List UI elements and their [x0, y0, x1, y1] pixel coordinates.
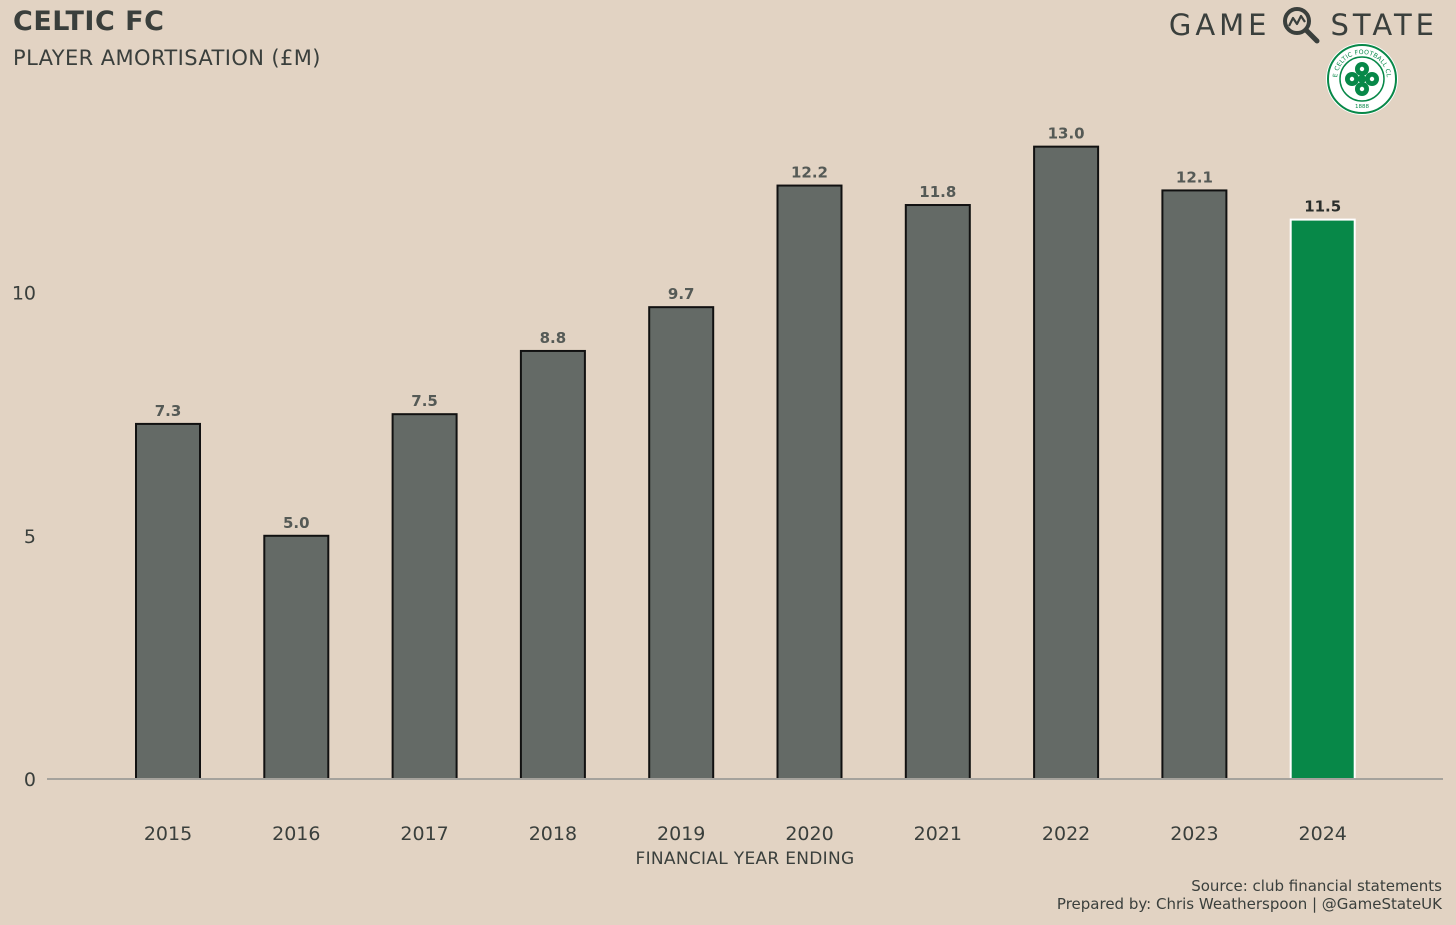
bar-2015 [135, 422, 201, 780]
data-label-2018: 8.8 [540, 329, 567, 347]
bar-2018 [519, 349, 586, 780]
y-tick-label-5: 5 [24, 526, 36, 548]
celtic-crest-icon: THE CELTIC FOOTBALL CLUB 1888 [1325, 42, 1398, 115]
x-tick-label-2021: 2021 [914, 823, 962, 845]
brand-word-right: STATE [1330, 8, 1438, 42]
data-label-2016: 5.0 [283, 514, 310, 532]
prepared-by-note: Prepared by: Chris Weatherspoon | @GameS… [1056, 895, 1442, 913]
bar-2019 [648, 306, 715, 780]
x-tick-label-2020: 2020 [785, 823, 833, 845]
y-tick-label-10: 10 [12, 283, 36, 305]
data-label-2021: 11.8 [919, 183, 956, 201]
x-tick-label-2015: 2015 [144, 823, 192, 845]
x-tick-label-2022: 2022 [1042, 823, 1090, 845]
page-subtitle: PLAYER AMORTISATION (£M) [13, 46, 321, 70]
x-tick-label-2017: 2017 [400, 823, 448, 845]
x-tick-label-2016: 2016 [272, 823, 320, 845]
brand-logo: GAME STATE [1168, 7, 1438, 44]
data-label-2015: 7.3 [155, 402, 182, 420]
data-label-2022: 13.0 [1048, 125, 1085, 143]
bar-2024 [1289, 218, 1356, 781]
brand-word-left: GAME [1168, 8, 1271, 42]
source-note: Source: club financial statements [1191, 877, 1442, 895]
data-label-2020: 12.2 [791, 164, 828, 182]
data-label-2023: 12.1 [1176, 168, 1213, 186]
y-tick-label-0: 0 [24, 769, 36, 791]
data-label-2017: 7.5 [411, 392, 438, 410]
x-tick-label-2019: 2019 [657, 823, 705, 845]
bar-2021 [904, 204, 971, 780]
data-label-2019: 9.7 [668, 285, 695, 303]
bar-2016 [263, 534, 330, 780]
x-tick-label-2018: 2018 [529, 823, 577, 845]
bars-layer [135, 145, 1356, 781]
bar-2020 [776, 184, 843, 781]
bar-2023 [1161, 189, 1228, 780]
bar-2017 [391, 413, 458, 780]
magnifier-icon [1282, 7, 1319, 44]
data-label-2024: 11.5 [1304, 198, 1341, 216]
bar-2022 [1033, 145, 1100, 780]
x-tick-label-2024: 2024 [1299, 823, 1347, 845]
x-axis-title: FINANCIAL YEAR ENDING [636, 849, 855, 869]
footer: Source: club financial statements Prepar… [1057, 877, 1442, 913]
labels-layer: 7.3 2015 5.0 2016 7.5 2017 8.8 2018 9.7 2019 12.2 2… [12, 125, 1347, 845]
crest-year: 1888 [1355, 104, 1369, 110]
page-title: CELTIC FC [13, 6, 165, 37]
x-tick-label-2023: 2023 [1170, 823, 1218, 845]
